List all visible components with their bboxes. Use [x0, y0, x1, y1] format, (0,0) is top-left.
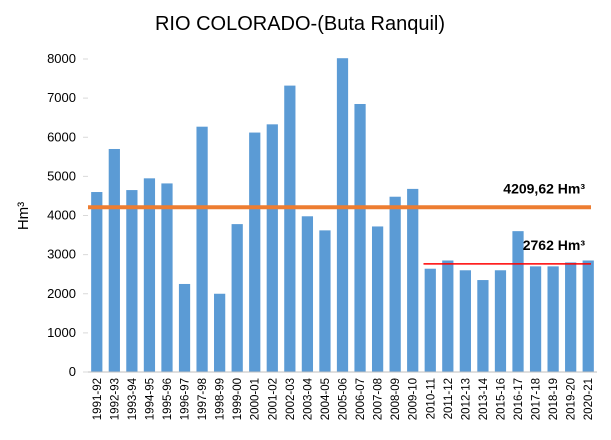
- bar: [336, 58, 349, 372]
- x-tick-label: 1991-92: [92, 378, 104, 420]
- y-axis-label: Hm³: [15, 202, 32, 230]
- x-tick-label: 2009-10: [408, 378, 420, 420]
- x-tick-label: 2007-08: [373, 378, 385, 420]
- bar: [214, 293, 226, 372]
- x-tick-label: 1997-98: [197, 378, 209, 420]
- bar: [161, 183, 173, 372]
- bar: [389, 196, 401, 372]
- y-tick-label: 3000: [47, 247, 76, 262]
- bar: [196, 126, 208, 372]
- x-tick-label: 2010-11: [425, 378, 437, 419]
- x-tick-label: 2012-13: [460, 378, 472, 420]
- bar: [319, 230, 331, 372]
- x-tick-label: 2020-21: [583, 378, 595, 420]
- bar: [459, 270, 471, 372]
- y-tick-label: 4000: [47, 208, 76, 223]
- x-tick-label: 2018-19: [548, 378, 560, 420]
- bar: [249, 132, 261, 372]
- bar: [354, 103, 366, 373]
- bar: [494, 270, 507, 372]
- x-tick-label: 1994-95: [144, 378, 156, 420]
- bar: [547, 266, 559, 372]
- y-tick-label: 1000: [47, 325, 76, 340]
- x-tick-label: 2015-16: [495, 378, 507, 420]
- bar: [143, 178, 156, 372]
- bar: [371, 226, 384, 372]
- reference-label: 4209,62 Hm³: [503, 180, 585, 196]
- x-tick-label: 2000-01: [250, 378, 262, 420]
- x-tick-label: 2005-06: [338, 378, 350, 420]
- y-tick-label: 5000: [47, 168, 76, 183]
- x-tick-label: 2013-14: [478, 377, 490, 420]
- x-tick-label: 2008-09: [390, 378, 402, 420]
- x-tick-label: 1999-00: [232, 378, 244, 420]
- reference-label: 2762 Hm³: [523, 237, 586, 253]
- bar: [178, 283, 191, 372]
- x-tick-label: 2002-03: [285, 378, 297, 420]
- bar: [477, 280, 489, 372]
- x-tick-label: 2017-18: [531, 378, 543, 420]
- bar: [126, 190, 138, 372]
- x-tick-label: 2006-07: [355, 378, 367, 420]
- x-tick-label: 2011-12: [443, 378, 455, 419]
- y-tick-label: 7000: [47, 90, 76, 105]
- bar: [231, 224, 243, 372]
- y-tick-label: 2000: [47, 286, 76, 301]
- bar: [512, 231, 524, 372]
- x-tick-label: 2004-05: [320, 378, 332, 420]
- x-tick-label: 2003-04: [302, 377, 314, 420]
- bar: [91, 192, 103, 372]
- x-tick-label: 1995-96: [162, 378, 174, 420]
- x-tick-label: 1998-99: [215, 378, 227, 420]
- bar: [529, 266, 542, 372]
- bar: [407, 188, 419, 372]
- chart-title: RIO COLORADO-(Buta Ranquil): [155, 13, 445, 35]
- bar: [442, 260, 454, 372]
- bar: [301, 216, 314, 372]
- bar: [108, 148, 120, 372]
- bar: [284, 85, 296, 372]
- y-tick-label: 0: [69, 364, 76, 379]
- bar: [424, 268, 436, 372]
- bar: [582, 260, 594, 372]
- x-tick-label: 2001-02: [267, 378, 279, 420]
- x-tick-label: 2019-20: [566, 378, 578, 420]
- x-tick-label: 1996-97: [180, 378, 192, 420]
- y-tick-label: 8000: [47, 51, 76, 66]
- x-tick-label: 1992-93: [109, 378, 121, 420]
- x-tick-label: 1993-94: [127, 377, 139, 420]
- y-tick-label: 6000: [47, 129, 76, 144]
- bar: [565, 262, 577, 372]
- x-tick-label: 2016-17: [513, 378, 525, 420]
- bar: [266, 124, 278, 373]
